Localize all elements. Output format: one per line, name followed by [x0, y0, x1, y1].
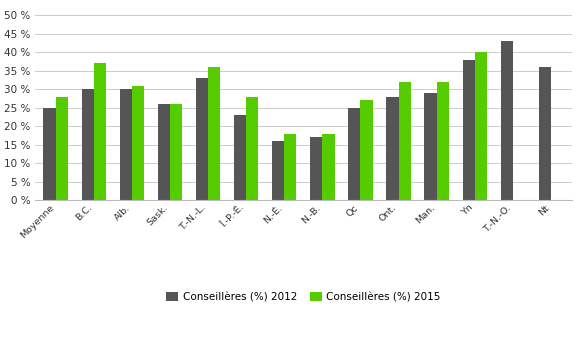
- Bar: [246, 97, 258, 200]
- Bar: [43, 108, 56, 200]
- Bar: [361, 100, 373, 200]
- Bar: [437, 82, 449, 200]
- Bar: [132, 86, 144, 200]
- Bar: [348, 108, 361, 200]
- Bar: [475, 52, 487, 200]
- Bar: [196, 78, 208, 200]
- Legend: Conseillères (%) 2012, Conseillères (%) 2015: Conseillères (%) 2012, Conseillères (%) …: [162, 288, 445, 306]
- Bar: [56, 97, 68, 200]
- Bar: [539, 67, 551, 200]
- Bar: [208, 67, 220, 200]
- Bar: [386, 97, 399, 200]
- Bar: [158, 104, 170, 200]
- Bar: [82, 89, 94, 200]
- Bar: [284, 134, 297, 200]
- Bar: [399, 82, 411, 200]
- Bar: [170, 104, 182, 200]
- Bar: [323, 134, 335, 200]
- Bar: [310, 137, 323, 200]
- Bar: [94, 63, 106, 200]
- Bar: [120, 89, 132, 200]
- Bar: [463, 60, 475, 200]
- Bar: [501, 41, 513, 200]
- Bar: [425, 93, 437, 200]
- Bar: [234, 115, 246, 200]
- Bar: [272, 141, 284, 200]
